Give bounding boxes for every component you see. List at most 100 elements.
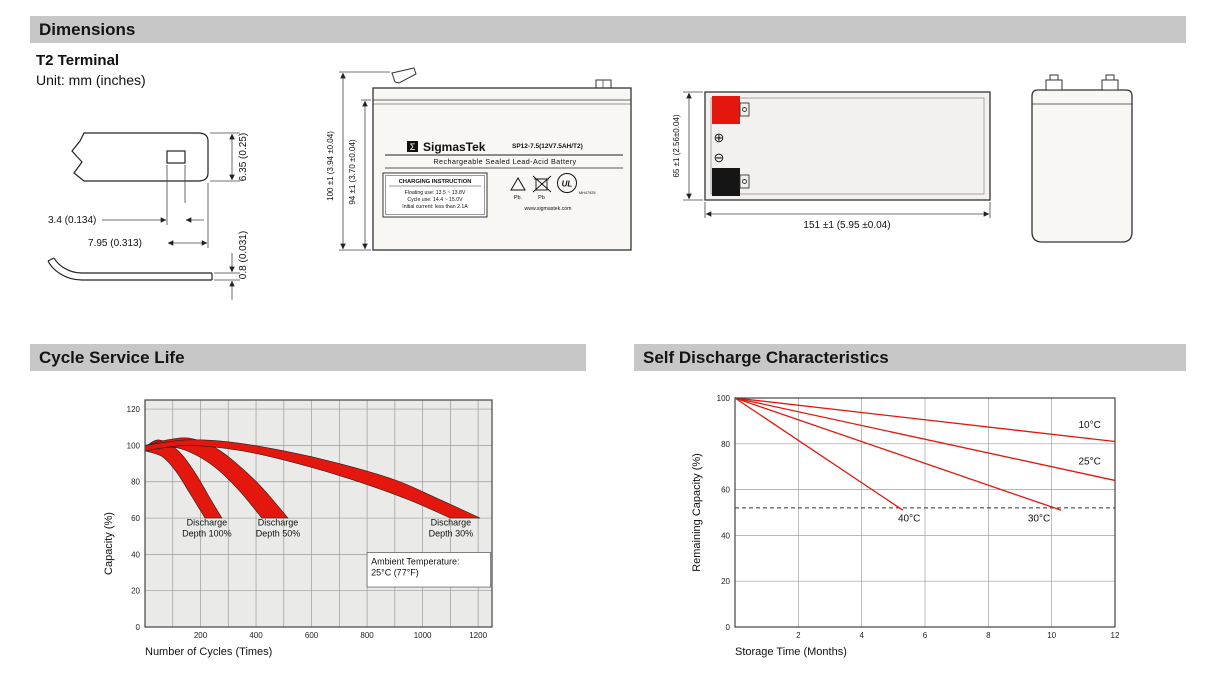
series-label: 40°C	[898, 514, 920, 525]
terminal-profile	[47, 257, 213, 281]
note-box	[366, 552, 492, 588]
x-axis-label: Number of Cycles (Times)	[145, 646, 272, 658]
dim-label-height-case: 94 ±1 (3.70 ±0.04)	[348, 139, 357, 205]
dim-label-side-height: 65 ±1 (2.56±0.04)	[672, 114, 681, 177]
ul-code: MH47925	[579, 191, 595, 195]
x-tick-label: 800	[360, 631, 374, 640]
series-line	[734, 397, 904, 511]
cycle-service-life-title: Cycle Service Life	[39, 347, 185, 367]
dim-label-hole-width: 3.4 (0.134)	[48, 215, 96, 226]
pb-label-2: Pb	[538, 195, 545, 201]
y-axis-label: Capacity (%)	[103, 512, 115, 575]
dim-label-height-overall: 100 ±1 (3.94 ±0.04)	[326, 131, 335, 201]
dimensions-title: Dimensions	[39, 19, 136, 39]
plot-border	[144, 399, 493, 628]
cycle-service-life-header: Cycle Service Life	[30, 344, 586, 371]
ul-text: UL	[562, 180, 573, 189]
front-dimension-lines	[339, 71, 390, 251]
discharge-band	[144, 437, 289, 519]
side-dimension-lines	[683, 91, 991, 218]
end-body	[1031, 89, 1133, 243]
model-number: SP12-7.5(12V7.5AH/T2)	[512, 143, 583, 150]
terminal-hole	[166, 150, 186, 164]
x-tick-label: 6	[923, 631, 928, 640]
unit-note: Unit: mm (inches)	[36, 72, 146, 88]
dim-label-hole-offset: 7.95 (0.313)	[88, 238, 142, 249]
terminal-type-label: T2 Terminal	[36, 52, 120, 69]
series-line	[734, 397, 1062, 511]
note-text: Ambient Temperature:	[371, 557, 459, 567]
front-view: Σ SigmasTek SP12-7.5(12V7.5AH/T2) Rechar…	[326, 67, 632, 251]
self-discharge-title: Self Discharge Characteristics	[643, 347, 889, 367]
negative-terminal	[712, 168, 740, 196]
minus-symbol: ⊖	[714, 150, 725, 165]
left-terminal-blade	[391, 67, 417, 84]
y-tick-label: 60	[721, 486, 730, 495]
charging-line-2: Cycle use: 14.4 ~ 15.0V	[407, 197, 463, 203]
y-tick-label: 40	[131, 550, 140, 559]
end-view	[1031, 74, 1133, 243]
discharge-band	[144, 439, 481, 519]
y-tick-label: 0	[136, 623, 141, 632]
dimensions-section-header: Dimensions	[30, 16, 1186, 43]
x-tick-label: 8	[986, 631, 991, 640]
band-label: Discharge	[258, 517, 299, 527]
y-tick-label: 40	[721, 531, 730, 540]
band-label: Depth 30%	[429, 528, 474, 538]
positive-terminal-tab	[739, 102, 750, 117]
y-tick-label: 80	[721, 440, 730, 449]
y-tick-label: 100	[717, 394, 731, 403]
end-terminal-left	[1045, 74, 1063, 91]
x-tick-label: 200	[194, 631, 208, 640]
band-label: Discharge	[431, 517, 472, 527]
x-tick-label: 600	[305, 631, 319, 640]
series-label: 30°C	[1028, 514, 1050, 525]
x-tick-label: 1200	[469, 631, 487, 640]
brand-logo-sigma: Σ	[410, 142, 416, 152]
series-line	[734, 397, 1116, 482]
x-axis-label: Storage Time (Months)	[735, 646, 847, 658]
y-axis-label: Remaining Capacity (%)	[691, 453, 703, 572]
band-label: Depth 50%	[256, 528, 301, 538]
y-tick-label: 20	[131, 587, 140, 596]
side-view: ⊕ ⊖ 65 ±1 (2.56±0.04) 151 ±1 (5.95 ±0.04…	[672, 91, 991, 231]
charging-title: CHARGING INSTRUCTION	[399, 179, 472, 185]
battery-body	[372, 87, 632, 251]
dim-label-tab-width: 6.35 (0.25)	[238, 133, 249, 181]
terminal-dimension-lines	[102, 132, 240, 300]
charging-box	[382, 172, 488, 218]
self-discharge-chart: 10°C 25°C 30°C 40°C 2 4 6 8 10 12 0 20 40 60 80 100 Stor…	[691, 394, 1120, 658]
positive-terminal	[712, 96, 740, 124]
charging-line-3: Initial current: less than 2.1A	[402, 204, 468, 210]
y-tick-label: 100	[127, 441, 141, 450]
y-tick-label: 60	[131, 514, 140, 523]
website: www.sigmastek.com	[525, 206, 572, 212]
crossed-bin-icon	[532, 175, 552, 193]
battery-type: Rechargeable Sealed Lead-Acid Battery	[433, 157, 576, 166]
series-line	[734, 397, 1116, 443]
x-tick-label: 2	[796, 631, 801, 640]
plot-border	[734, 397, 1116, 628]
y-tick-label: 20	[721, 577, 730, 586]
cycle-service-life-chart: 200 400 600 800 1000 1200 0 20 40 60 80 100 120 Disch…	[103, 399, 493, 658]
y-tick-label: 80	[131, 478, 140, 487]
band-label: Discharge	[187, 517, 228, 527]
side-body	[704, 91, 991, 201]
x-tick-label: 400	[249, 631, 263, 640]
pb-label-1: Pb.	[514, 195, 523, 201]
negative-terminal-tab	[739, 174, 750, 189]
terminal-subheading: T2 Terminal Unit: mm (inches)	[36, 52, 146, 88]
plus-symbol: ⊕	[714, 130, 725, 145]
charging-line-1: Floating use: 13.5 ~ 13.8V	[405, 190, 466, 196]
dim-label-tab-thickness: 0.8 (0.031)	[238, 231, 249, 279]
x-tick-label: 1000	[414, 631, 432, 640]
self-discharge-header: Self Discharge Characteristics	[634, 344, 1186, 371]
terminal-drawing: 3.4 (0.134) 7.95 (0.313) 6.35 (0.25) 0.8…	[47, 132, 249, 300]
x-tick-label: 10	[1047, 631, 1056, 640]
ul-icon	[557, 173, 577, 193]
x-tick-label: 4	[859, 631, 864, 640]
dim-label-side-length: 151 ±1 (5.95 ±0.04)	[803, 220, 890, 231]
end-terminal-right	[1101, 74, 1119, 91]
recycle-icon	[510, 177, 526, 191]
